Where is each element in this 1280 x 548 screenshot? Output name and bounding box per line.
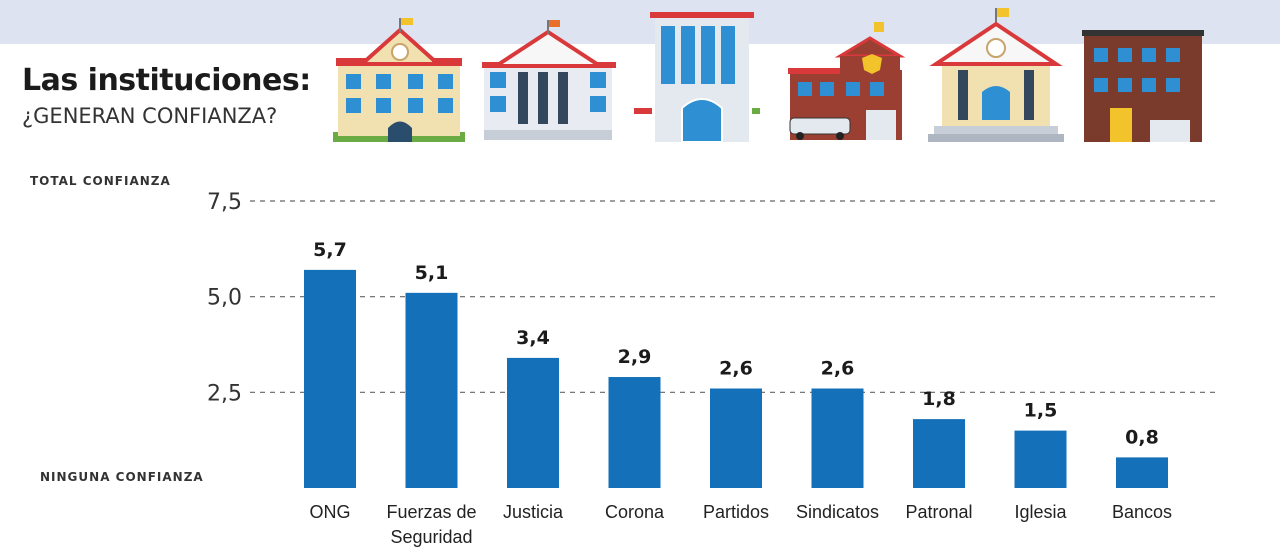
- category-label: Justicia: [503, 502, 564, 522]
- tower-building-icon: [634, 12, 760, 143]
- y-axis-top-label: TOTAL CONFIANZA: [30, 174, 171, 188]
- bar: [1014, 430, 1067, 488]
- page-subtitle: ¿GENERAN CONFIANZA?: [22, 104, 278, 128]
- category-label: Bancos: [1112, 502, 1172, 522]
- police-building-icon: [788, 22, 906, 140]
- category-label: Seguridad: [390, 527, 472, 547]
- data-label: 2,6: [821, 358, 855, 380]
- y-tick-label: 7,5: [207, 190, 242, 215]
- data-label: 1,8: [922, 388, 956, 410]
- school-building-icon: [333, 18, 465, 142]
- y-tick-label: 2,5: [207, 381, 242, 406]
- category-label: Patronal: [905, 502, 972, 522]
- apartment-building-icon: [1082, 30, 1204, 142]
- bar: [608, 377, 661, 488]
- data-label: 2,6: [719, 358, 753, 380]
- data-label: 5,1: [415, 262, 449, 284]
- bar: [710, 388, 762, 488]
- data-label: 2,9: [618, 346, 652, 368]
- category-label: ONG: [309, 502, 350, 522]
- category-label: Fuerzas de: [386, 502, 476, 522]
- y-axis-bottom-label: NINGUNA CONFIANZA: [40, 470, 204, 484]
- data-label: 1,5: [1024, 400, 1058, 422]
- page-title: Las instituciones:: [22, 63, 311, 98]
- data-label: 3,4: [516, 327, 550, 349]
- bar: [811, 388, 864, 488]
- category-label: Partidos: [703, 502, 769, 522]
- buildings-illustration: [333, 8, 1204, 143]
- data-label: 0,8: [1125, 426, 1159, 448]
- bar: [507, 357, 559, 488]
- bank-building-icon: [928, 8, 1064, 142]
- y-tick-label: 5,0: [207, 286, 242, 311]
- bar: [304, 269, 356, 488]
- data-label: 5,7: [313, 239, 347, 261]
- category-label: Iglesia: [1014, 502, 1067, 522]
- category-label: Sindicatos: [796, 502, 879, 522]
- bar: [913, 419, 965, 488]
- courthouse-building-icon: [482, 20, 616, 140]
- category-label: Corona: [605, 502, 665, 522]
- bar: [1116, 457, 1168, 488]
- top-band: [0, 0, 1280, 44]
- bar: [405, 292, 458, 488]
